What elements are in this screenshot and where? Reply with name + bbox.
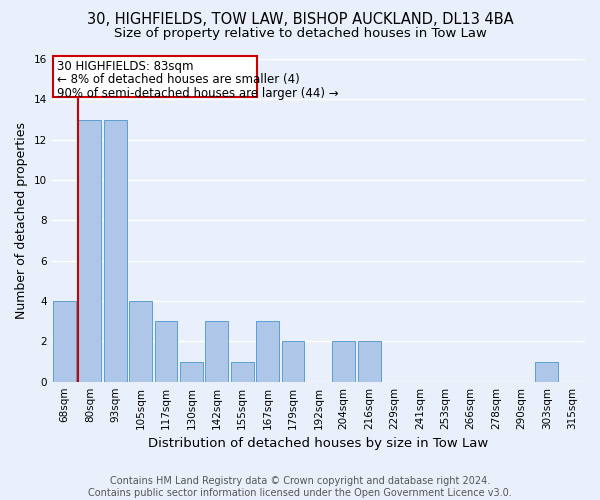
Bar [205,321,228,382]
Text: Size of property relative to detached houses in Tow Law: Size of property relative to detached ho… [113,28,487,40]
Text: 90% of semi-detached houses are larger (44) →: 90% of semi-detached houses are larger (… [57,86,338,100]
Bar [104,120,127,382]
Bar [155,321,178,382]
FancyBboxPatch shape [53,56,257,98]
Text: ← 8% of detached houses are smaller (4): ← 8% of detached houses are smaller (4) [57,73,299,86]
Bar [53,301,76,382]
Bar [281,342,304,382]
Bar [256,321,279,382]
Text: 30, HIGHFIELDS, TOW LAW, BISHOP AUCKLAND, DL13 4BA: 30, HIGHFIELDS, TOW LAW, BISHOP AUCKLAND… [86,12,514,28]
Bar [332,342,355,382]
Bar [180,362,203,382]
Bar [358,342,380,382]
Y-axis label: Number of detached properties: Number of detached properties [15,122,28,319]
Bar [535,362,559,382]
Text: 30 HIGHFIELDS: 83sqm: 30 HIGHFIELDS: 83sqm [57,60,193,72]
Text: Contains HM Land Registry data © Crown copyright and database right 2024.
Contai: Contains HM Land Registry data © Crown c… [88,476,512,498]
Bar [231,362,254,382]
X-axis label: Distribution of detached houses by size in Tow Law: Distribution of detached houses by size … [148,437,488,450]
Bar [79,120,101,382]
Bar [129,301,152,382]
